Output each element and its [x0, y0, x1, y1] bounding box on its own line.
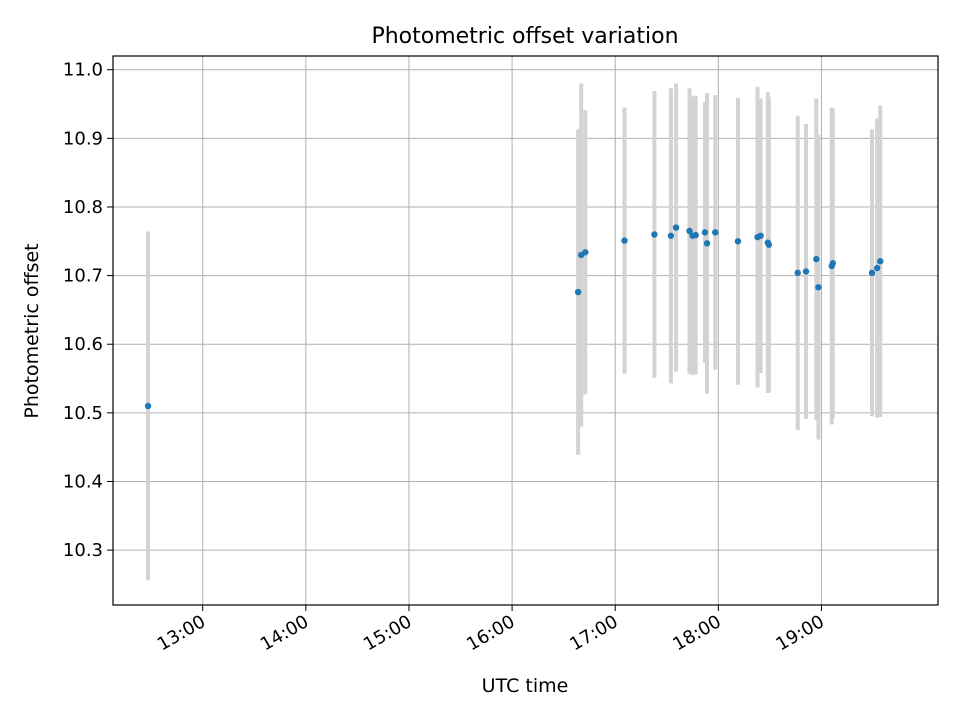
- data-point: [621, 237, 628, 244]
- data-point: [712, 229, 719, 236]
- data-point: [574, 288, 582, 296]
- y-axis-label: Photometric offset: [21, 243, 43, 418]
- y-tick-label: 10.5: [63, 403, 103, 424]
- plot-area-frame: [112, 55, 939, 606]
- data-point: [734, 238, 742, 245]
- data-point: [692, 231, 699, 239]
- data-point: [868, 269, 876, 277]
- y-tick-label: 10.9: [63, 128, 103, 149]
- data-point: [765, 241, 773, 248]
- data-point: [794, 269, 801, 277]
- data-point: [873, 264, 881, 272]
- y-tick-label: 10.3: [63, 540, 103, 561]
- data-point: [672, 224, 680, 231]
- data-point: [802, 268, 810, 275]
- data-point-layer: [144, 224, 884, 410]
- grid-layer: [113, 56, 938, 605]
- data-point: [651, 231, 658, 238]
- y-axis-ticks: 10.3 10.4 10.5 10.6 10.7 10.8 10.9 11.0: [63, 60, 113, 561]
- data-point: [667, 232, 675, 239]
- data-point: [829, 260, 837, 267]
- data-point: [815, 284, 822, 291]
- data-point: [686, 227, 693, 235]
- y-tick-label: 10.7: [63, 266, 103, 287]
- x-axis-label: UTC time: [482, 675, 569, 697]
- y-tick-label: 10.4: [63, 471, 103, 492]
- y-tick-label: 11.0: [63, 60, 103, 81]
- y-tick-label: 10.8: [63, 197, 103, 218]
- data-point: [582, 249, 589, 256]
- data-point: [701, 229, 709, 236]
- y-tick-label: 10.6: [63, 334, 103, 355]
- data-point: [144, 402, 152, 410]
- data-point: [813, 255, 820, 263]
- data-point: [703, 240, 711, 247]
- chart-title: Photometric offset variation: [371, 24, 678, 49]
- data-point: [757, 232, 764, 239]
- data-point: [877, 257, 884, 265]
